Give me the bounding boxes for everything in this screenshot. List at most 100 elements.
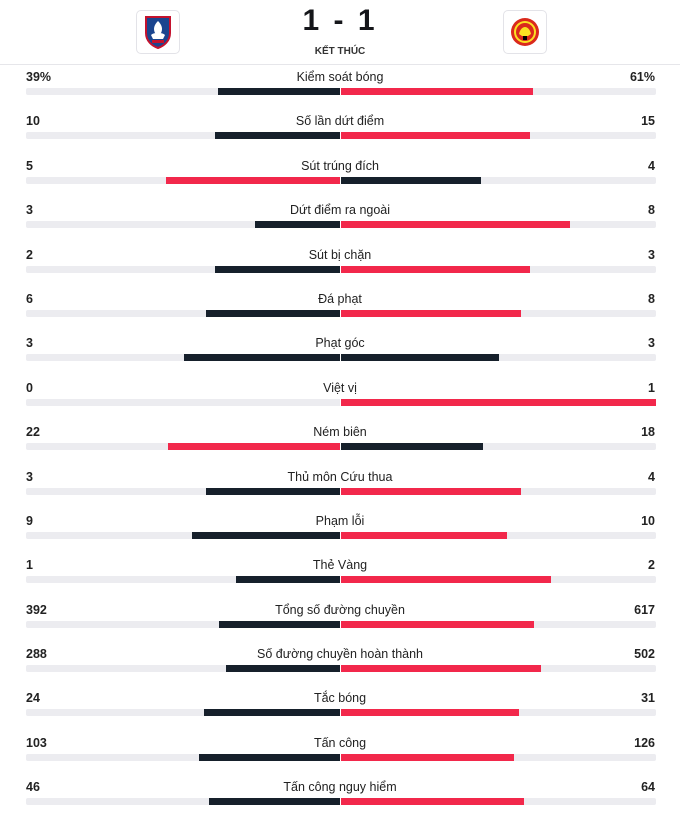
stat-bar-track [26, 131, 656, 141]
stat-bar-away [341, 265, 530, 273]
stat-row: 103 Tấn công 126 [0, 732, 680, 776]
stat-bar-home [215, 265, 341, 273]
match-status: KẾT THÚC [314, 46, 366, 57]
stat-bar-track [26, 797, 656, 807]
stat-away-value: 61% [629, 70, 655, 84]
stat-away-value: 4 [648, 158, 655, 173]
stat-home-value: 3 [26, 469, 33, 484]
stat-home-value: 9 [26, 513, 33, 528]
stat-label: Sút trúng đích [301, 158, 379, 173]
stat-away-value: 15 [641, 114, 655, 129]
stat-bar-away [341, 221, 571, 229]
stat-label: Số đường chuyền hoàn thành [257, 647, 423, 662]
stat-label: Dứt điểm ra ngoài [289, 203, 391, 218]
stat-row: 288 Số đường chuyền hoàn thành 502 [0, 643, 680, 687]
away-team-logo[interactable] [503, 10, 547, 54]
stat-bar-home [236, 576, 341, 584]
stat-label: Thủ môn Cứu thua [287, 469, 393, 484]
match-header: 1 - 1 KẾT THÚC [0, 0, 680, 65]
stat-label: Ném biên [313, 425, 367, 440]
stat-bar-away [341, 665, 542, 673]
stat-bar-track [26, 752, 656, 762]
stat-bar-divider [340, 797, 341, 807]
stat-bar-divider [340, 575, 341, 585]
stat-bar-divider [340, 708, 341, 718]
stat-bar-away [341, 398, 656, 406]
stat-away-value: 64 [641, 780, 655, 795]
stat-home-value: 0 [26, 380, 33, 395]
stat-bar-divider [340, 397, 341, 407]
stat-bar-away [341, 576, 551, 584]
stat-away-value: 8 [648, 203, 655, 218]
stat-bar-divider [340, 308, 341, 318]
stat-home-value: 6 [26, 291, 33, 306]
stat-bar-home [166, 176, 341, 184]
stat-home-value: 22 [26, 425, 40, 440]
manchester-united-crest-icon [511, 18, 539, 46]
stat-bar-home [167, 443, 341, 451]
stat-row: 9 Phạm lỗi 10 [0, 510, 680, 554]
stat-bar-home [203, 709, 341, 717]
stat-label: Việt vị [323, 380, 357, 395]
stat-bar-home [255, 221, 341, 229]
stat-bar-away [341, 487, 521, 495]
stat-row: 6 Đá phạt 8 [0, 288, 680, 332]
stat-row: 392 Tổng số đường chuyền 617 [0, 599, 680, 643]
stat-row: 24 Tắc bóng 31 [0, 687, 680, 731]
stat-bar-divider [340, 752, 341, 762]
stat-home-value: 5 [26, 158, 33, 173]
stat-row: 3 Thủ môn Cứu thua 4 [0, 466, 680, 510]
stat-bar-track [26, 353, 656, 363]
stat-row: 10 Số lần dứt điểm 15 [0, 110, 680, 154]
stat-home-value: 103 [26, 735, 47, 750]
stat-home-value: 288 [26, 647, 47, 662]
stat-bar-away [341, 132, 530, 140]
stat-row: 39% Kiểm soát bóng 61% [0, 66, 680, 110]
stat-home-value: 3 [26, 336, 33, 351]
stat-bar-away [341, 88, 534, 95]
stat-bar-home [191, 531, 341, 539]
stat-bar-track [26, 264, 656, 274]
home-team-logo[interactable] [136, 10, 180, 54]
stat-label: Tắc bóng [313, 691, 367, 706]
stat-bar-track [26, 708, 656, 718]
stat-label: Tấn công [313, 735, 367, 750]
stat-bar-home [206, 487, 341, 495]
stat-home-value: 1 [26, 558, 33, 573]
stat-bar-track [26, 175, 656, 185]
stat-row: 3 Phạt góc 3 [0, 332, 680, 376]
stat-bar-away [341, 176, 481, 184]
stat-bar-divider [340, 530, 341, 540]
stat-label: Thẻ Vàng [312, 558, 368, 573]
stat-bar-track [26, 486, 656, 496]
stat-bar-home [215, 132, 341, 140]
stat-row: 5 Sút trúng đích 4 [0, 155, 680, 199]
stat-bar-divider [340, 486, 341, 496]
stat-bar-track [26, 87, 656, 96]
stat-home-value: 24 [26, 691, 40, 706]
stat-row: 2 Sút bị chặn 3 [0, 244, 680, 288]
stat-bar-home [218, 88, 341, 95]
stat-bar-home [209, 798, 341, 806]
stat-bar-divider [340, 175, 341, 185]
stat-bar-divider [340, 353, 341, 363]
match-score: 1 - 1 [302, 4, 378, 37]
stat-label: Tấn công nguy hiểm [283, 780, 397, 795]
stat-label: Tổng số đường chuyền [275, 602, 405, 617]
stat-bar-divider [340, 442, 341, 452]
stat-home-value: 10 [26, 114, 40, 129]
stat-bar-track [26, 397, 656, 407]
stat-row: 0 Việt vị 1 [0, 377, 680, 421]
stat-away-value: 18 [641, 425, 655, 440]
stat-bar-home [199, 753, 341, 761]
stat-bar-home [183, 354, 341, 362]
stat-away-value: 8 [648, 291, 655, 306]
stat-row: 3 Dứt điểm ra ngoài 8 [0, 199, 680, 243]
stat-label: Kiểm soát bóng [296, 70, 384, 84]
stat-row: 22 Ném biên 18 [0, 421, 680, 465]
stat-home-value: 2 [26, 247, 33, 262]
stat-bar-track [26, 442, 656, 452]
stat-bar-away [341, 798, 525, 806]
stat-bar-divider [340, 619, 341, 629]
stat-bar-divider [340, 264, 341, 274]
